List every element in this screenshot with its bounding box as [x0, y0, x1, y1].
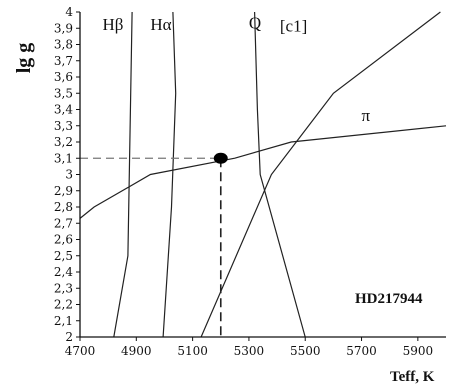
series-line-hb [113, 11, 133, 338]
y-tick-label: 2,3 [54, 281, 73, 295]
series-layer: Hβ Hα Q [c1] π [79, 11, 447, 338]
y-tick-label: 2,1 [54, 314, 73, 328]
y-tick-label: 2,7 [54, 216, 73, 230]
y-axis-title: lg g [13, 43, 35, 74]
marker-point [213, 152, 228, 164]
series-line-c1 [200, 11, 441, 338]
x-tick-label: 4700 [65, 344, 96, 358]
x-tick-label: 5100 [177, 344, 208, 358]
y-tick-label: 2,9 [54, 184, 73, 198]
y-tick-label: 2,2 [54, 298, 73, 312]
y-tick-label: 3,2 [54, 135, 73, 149]
y-tick-label: 3 [65, 168, 73, 182]
y-tick-label: 3,5 [54, 86, 73, 100]
y-tick-label: 2 [65, 330, 73, 344]
series-label-ha: Hα [150, 15, 171, 34]
x-tick-label: 5500 [290, 344, 321, 358]
y-tick-label: 3,6 [54, 70, 73, 84]
x-tick-label: 5700 [346, 344, 377, 358]
y-tick-label: 2,5 [54, 249, 73, 263]
x-tick-label: 5900 [403, 344, 434, 358]
series-label-hb: Hβ [103, 15, 124, 34]
y-tick-label: 3,3 [54, 119, 73, 133]
axes-layer: 2 2,1 2,2 2,3 2,4 2,5 2,6 2,7 2,8 2,9 3 3,1 3,2 3,3 3,… [54, 5, 446, 358]
y-tick-label: 4 [65, 5, 73, 19]
x-tick-label: 5300 [234, 344, 265, 358]
annotation-label: HD217944 [355, 291, 423, 307]
y-tick-label: 2,4 [54, 265, 73, 279]
y-tick-label: 2,8 [54, 200, 73, 214]
series-label-pi: π [362, 106, 371, 125]
x-axis-title: Teff, K [390, 369, 435, 385]
series-label-c1: [c1] [280, 17, 307, 36]
series-line-ha [162, 11, 177, 338]
y-tick-label: 3,4 [54, 103, 73, 117]
y-tick-label: 3,9 [54, 21, 73, 35]
series-line-q [254, 11, 306, 338]
y-tick-label: 3,8 [54, 38, 73, 52]
y-tick-label: 3,1 [54, 151, 73, 165]
x-tick-label: 4900 [121, 344, 152, 358]
series-label-q: Q [249, 13, 261, 32]
series-line-pi [79, 125, 447, 219]
y-tick-label: 2,6 [54, 233, 73, 247]
y-tick-label: 3,7 [54, 54, 73, 68]
